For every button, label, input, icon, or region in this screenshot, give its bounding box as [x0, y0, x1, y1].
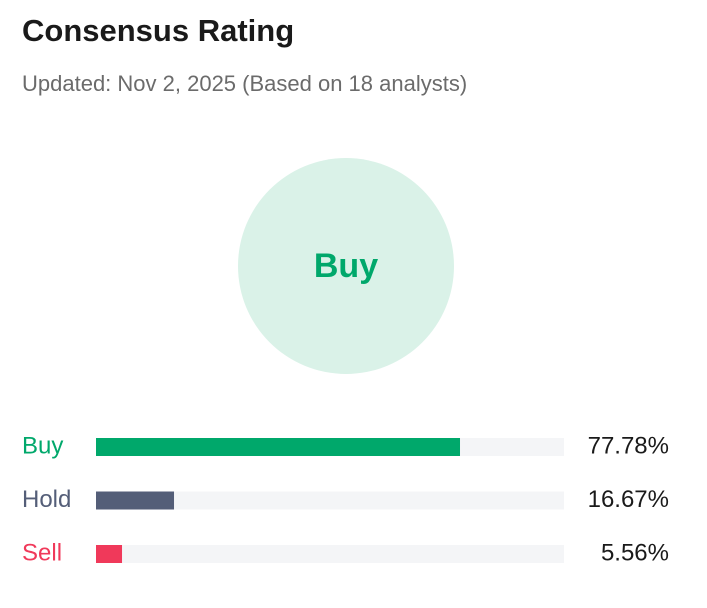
bar: [96, 491, 175, 510]
title: Consensus Rating: [22, 13, 294, 48]
rating-circle: [238, 158, 454, 374]
value-label: 5.56%: [601, 539, 669, 566]
value-label: 77.78%: [588, 432, 669, 459]
category-label: Buy: [22, 432, 63, 459]
subtitle: Updated: Nov 2, 2025 (Based on 18 analys…: [22, 71, 467, 96]
category-label: Hold: [22, 486, 71, 513]
value-label: 16.67%: [588, 486, 669, 513]
bar-track: [96, 545, 564, 563]
rating-label: Buy: [314, 247, 378, 285]
bar: [96, 545, 123, 563]
category-label: Sell: [22, 539, 62, 566]
bar-track: [96, 491, 564, 510]
bar: [96, 438, 461, 456]
